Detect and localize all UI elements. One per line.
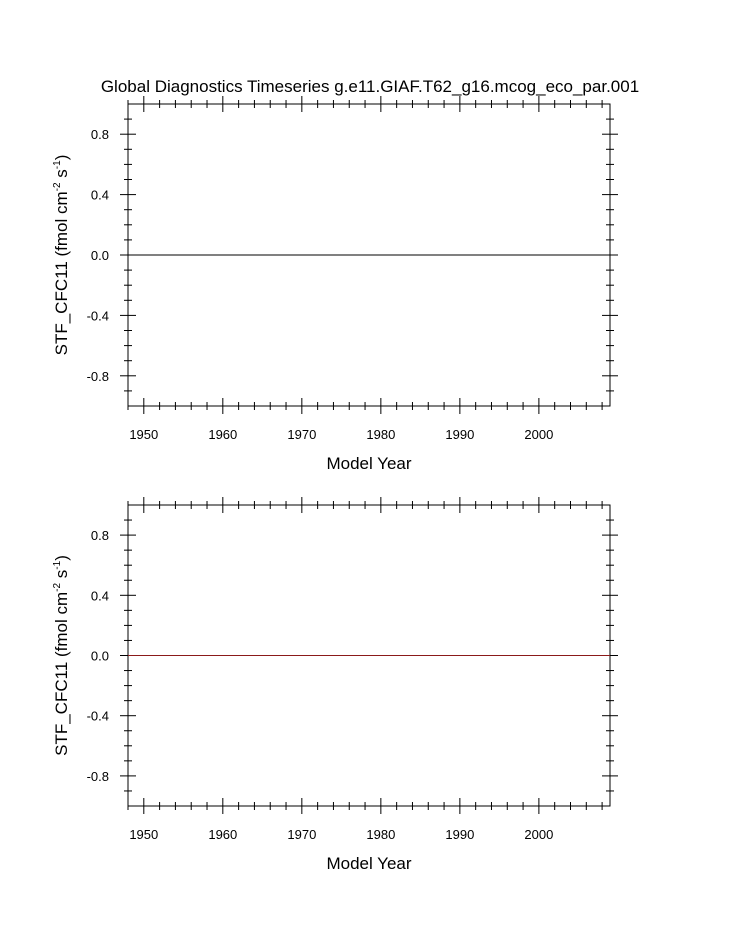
x-tick-label: 1970 — [287, 827, 316, 842]
y-axis-label-text: s — [52, 169, 71, 182]
y-axis-label-superscript: -1 — [52, 160, 63, 169]
y-tick-label: -0.8 — [87, 369, 109, 384]
figure-title: Global Diagnostics Timeseries g.e11.GIAF… — [101, 77, 639, 96]
y-axis-label-superscript: -1 — [52, 560, 63, 569]
y-tick-label: 0.8 — [91, 528, 109, 543]
chart-panel-2: 1950 1960 1970 1980 1990 2000 0.8 0.4 0.0 -0.4 -0.… — [52, 497, 618, 873]
y-axis-label-text: STF_CFC11 (fmol cm — [52, 592, 71, 756]
y-tick-label: 0.8 — [91, 127, 109, 142]
y-axis-label-text: STF_CFC11 (fmol cm — [52, 191, 71, 355]
x-tick-label: 1980 — [366, 827, 395, 842]
x-axis-label: Model Year — [326, 854, 411, 873]
y-axis-label-text: s — [52, 570, 71, 583]
y-tick-label: -0.8 — [87, 769, 109, 784]
y-axis-label: STF_CFC11 (fmol cm-2 s-1) — [52, 555, 71, 756]
y-tick-label: -0.4 — [87, 308, 109, 323]
y-tick-label: 0.4 — [91, 188, 109, 203]
y-axis-label-text: ) — [52, 155, 71, 161]
y-axis-label-superscript: -2 — [52, 583, 63, 592]
x-tick-label: 1950 — [129, 827, 158, 842]
x-tick-label: 1990 — [445, 827, 474, 842]
y-axis-label-superscript: -2 — [52, 182, 63, 191]
x-tick-label: 1960 — [208, 827, 237, 842]
x-tick-label: 2000 — [524, 427, 553, 442]
x-axis-label: Model Year — [326, 454, 411, 473]
x-tick-label: 1970 — [287, 427, 316, 442]
y-axis-label-text: ) — [52, 555, 71, 561]
chart-panel-1: 1950 1960 1970 1980 1990 2000 0.8 0.4 0.0 -0.4 -0.… — [52, 96, 618, 473]
x-tick-label: 1960 — [208, 427, 237, 442]
x-tick-label: 1980 — [366, 427, 395, 442]
y-tick-label: 0.4 — [91, 588, 109, 603]
y-tick-label: 0.0 — [91, 248, 109, 263]
x-tick-label: 2000 — [524, 827, 553, 842]
y-axis-label: STF_CFC11 (fmol cm-2 s-1) — [52, 155, 71, 356]
x-tick-label: 1990 — [445, 427, 474, 442]
y-tick-label: 0.0 — [91, 649, 109, 664]
y-tick-label: -0.4 — [87, 709, 109, 724]
x-tick-label: 1950 — [129, 427, 158, 442]
